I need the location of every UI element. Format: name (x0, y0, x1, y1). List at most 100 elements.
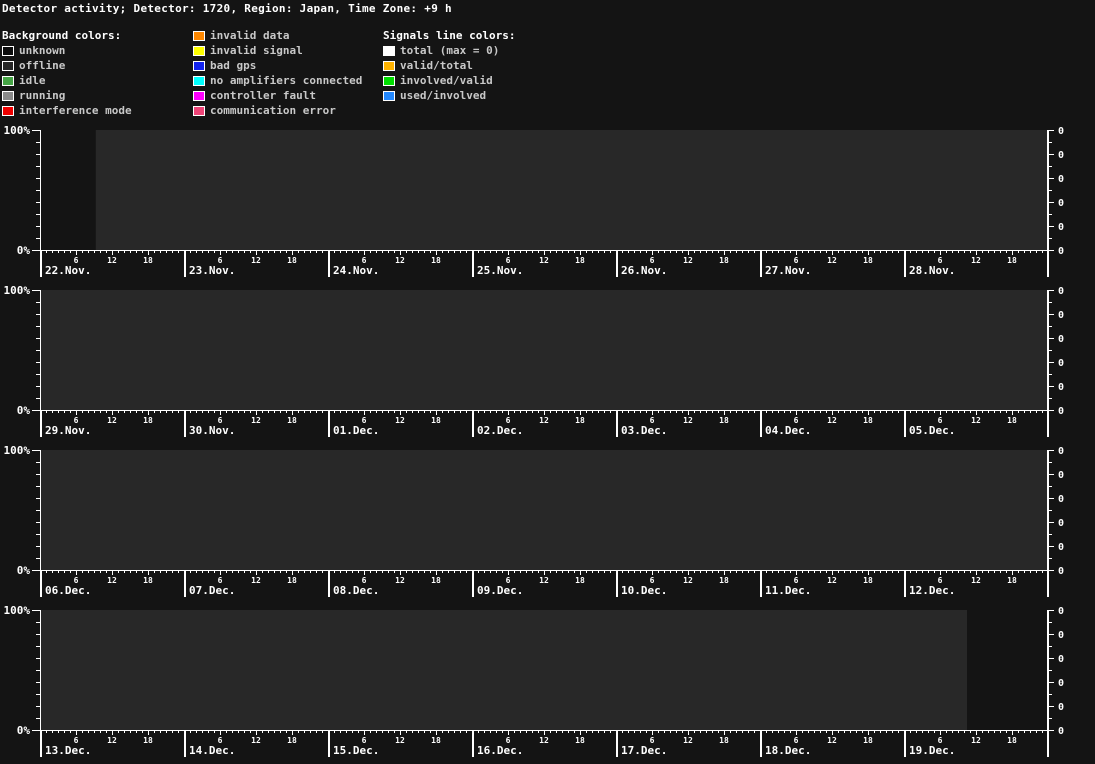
invalid-signal-swatch-icon (193, 45, 205, 56)
hour-label: 6 (74, 256, 79, 265)
legend-status-colors: invalid data invalid signal bad gps no ampl… (193, 28, 362, 118)
legend-item-label: total (max = 0) (400, 44, 500, 57)
date-label: 27.Nov. (765, 264, 811, 277)
legend-item-label: idle (19, 74, 46, 87)
hour-label: 12 (827, 416, 837, 425)
hour-label: 6 (74, 416, 79, 425)
date-label: 17.Dec. (621, 744, 667, 757)
state-segment-offline (40, 610, 967, 730)
hour-label: 6 (794, 736, 799, 745)
invalid-data-swatch-icon (193, 30, 205, 41)
date-label: 05.Dec. (909, 424, 955, 437)
hour-label: 6 (506, 576, 511, 585)
hour-label: 6 (794, 256, 799, 265)
hour-label: 6 (938, 576, 943, 585)
legend-item-offline: offline (2, 58, 132, 73)
date-label: 01.Dec. (333, 424, 379, 437)
right-axis-label: 0 (1058, 358, 1064, 369)
legend-item-label: running (19, 89, 66, 102)
hour-label: 18 (1007, 736, 1017, 745)
hour-label: 18 (143, 736, 153, 745)
legend-item-idle: idle (2, 73, 132, 88)
date-label: 08.Dec. (333, 584, 379, 597)
hour-label: 12 (827, 256, 837, 265)
date-label: 06.Dec. (45, 584, 91, 597)
legend-item-no-amplifiers-connected: no amplifiers connected (193, 73, 362, 88)
hour-label: 18 (143, 256, 153, 265)
hour-label: 18 (1007, 256, 1017, 265)
date-label: 25.Nov. (477, 264, 523, 277)
date-label: 30.Nov. (189, 424, 235, 437)
hour-label: 12 (251, 256, 261, 265)
date-label: 19.Dec. (909, 744, 955, 757)
legend-item-label: involved/valid (400, 74, 493, 87)
hour-label: 18 (431, 256, 441, 265)
state-segment-unknown (967, 610, 1048, 730)
hour-label: 12 (683, 416, 693, 425)
y-axis-top-label: 100% (4, 604, 31, 617)
right-axis-label: 0 (1058, 566, 1064, 577)
hour-label: 18 (287, 256, 297, 265)
hour-label: 12 (683, 736, 693, 745)
hour-label: 18 (575, 416, 585, 425)
right-axis-label: 0 (1058, 334, 1064, 345)
right-axis-label: 0 (1058, 654, 1064, 665)
date-label: 29.Nov. (45, 424, 91, 437)
right-axis-label: 0 (1058, 382, 1064, 393)
date-label: 22.Nov. (45, 264, 91, 277)
y-axis-bottom-label: 0% (17, 564, 31, 577)
hour-label: 18 (863, 416, 873, 425)
legend-item-label: interference mode (19, 104, 132, 117)
right-axis-label: 0 (1058, 494, 1064, 505)
right-axis-label: 0 (1058, 542, 1064, 553)
legend-item-controller-fault: controller fault (193, 88, 362, 103)
hour-label: 18 (287, 736, 297, 745)
right-axis-label: 0 (1058, 406, 1064, 417)
hour-label: 12 (251, 416, 261, 425)
hour-label: 12 (683, 256, 693, 265)
legend-signals-heading: Signals line colors: (383, 29, 516, 42)
hour-label: 18 (431, 736, 441, 745)
right-axis-label: 0 (1058, 174, 1064, 185)
hour-label: 12 (971, 256, 981, 265)
legend-item-unknown: unknown (2, 43, 132, 58)
hour-label: 18 (1007, 416, 1017, 425)
date-label: 18.Dec. (765, 744, 811, 757)
hour-label: 18 (719, 736, 729, 745)
legend-item-label: no amplifiers connected (210, 74, 363, 87)
hour-label: 12 (827, 736, 837, 745)
right-axis-label: 0 (1058, 286, 1064, 297)
legend-background-colors: Background colors: unknown offline idle run… (2, 28, 132, 118)
hour-label: 12 (683, 576, 693, 585)
hour-label: 12 (107, 256, 117, 265)
legend-item-communication-error: communication error (193, 103, 362, 118)
hour-label: 18 (863, 576, 873, 585)
legend-item-invalid-signal: invalid signal (193, 43, 362, 58)
y-axis-bottom-label: 0% (17, 724, 31, 737)
date-label: 02.Dec. (477, 424, 523, 437)
right-axis-label: 0 (1058, 150, 1064, 161)
page-title: Detector activity; Detector: 1720, Regio… (2, 2, 452, 15)
legend-item-bad-gps: bad gps (193, 58, 362, 73)
right-axis-label: 0 (1058, 246, 1064, 257)
right-axis-label: 0 (1058, 222, 1064, 233)
hour-label: 6 (362, 416, 367, 425)
hour-label: 18 (143, 576, 153, 585)
hour-label: 12 (539, 736, 549, 745)
right-axis-label: 0 (1058, 446, 1064, 457)
valid-total-swatch-icon (383, 60, 395, 71)
state-segment-offline (40, 450, 1048, 570)
hour-label: 18 (1007, 576, 1017, 585)
date-label: 16.Dec. (477, 744, 523, 757)
right-axis-label: 0 (1058, 310, 1064, 321)
legend-item-label: controller fault (210, 89, 316, 102)
hour-label: 6 (938, 736, 943, 745)
hour-label: 6 (218, 736, 223, 745)
hour-label: 6 (650, 416, 655, 425)
interference-mode-swatch-icon (2, 105, 14, 116)
hour-label: 18 (431, 576, 441, 585)
legend-item-label: invalid data (210, 29, 290, 42)
date-label: 11.Dec. (765, 584, 811, 597)
